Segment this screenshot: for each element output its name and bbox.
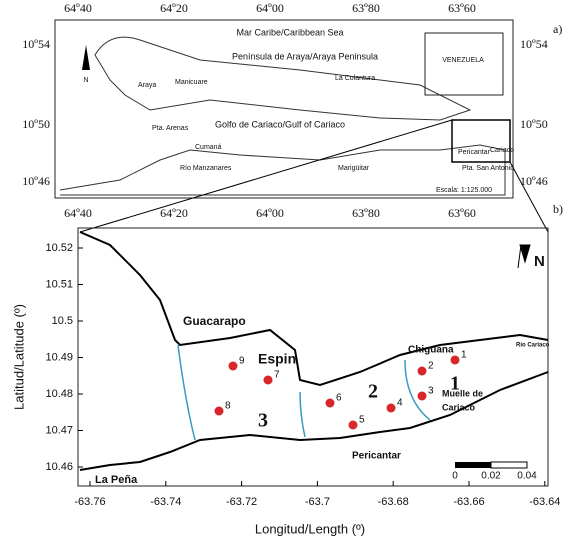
x-tick-label: -63.72 [226,496,257,508]
place-b: Chiguana [408,345,454,356]
station [417,366,427,376]
lat-tick-label: 10º50 [520,117,548,131]
zoom-line [509,161,549,233]
north-arrow [517,244,531,269]
place-a: Pta. Arenas [152,125,189,132]
zone-label: 3 [258,410,268,432]
station [214,406,224,416]
panel-label: a) [553,22,562,36]
top-tick-label: 63º60 [448,1,476,15]
place-a: Marigüitar [338,165,370,172]
station [386,403,396,413]
x-tick-label: -63.68 [378,496,409,508]
place-a: Cariaco [490,147,514,154]
bottom-tick-label: 64º40 [64,206,92,220]
station-label: 3 [428,386,434,397]
station-label: 6 [336,393,342,404]
top-tick-label: 64º40 [64,1,92,15]
scale-label: 0 [452,471,458,482]
station-label: 9 [239,356,245,367]
place-b: La Peña [95,474,138,486]
north-arrow [82,45,90,70]
place-b: Guacarapo [183,314,246,328]
zone-label: 2 [368,381,378,403]
zoom-line [79,119,453,233]
station-label: 1 [461,350,467,361]
bottom-tick-label: 63º60 [448,206,476,220]
place-b: Pericantar [352,451,401,462]
y-tick-label: 10.49 [45,351,73,363]
y-tick-label: 10.46 [45,461,73,473]
zone-label: 1 [450,373,460,395]
map-b-frame [77,227,549,487]
north-coast [79,231,549,387]
station-label: 2 [428,361,434,372]
inset [424,32,504,96]
peninsula-coast [94,36,472,121]
zoom-box [451,119,511,163]
scale-label: 0.04 [517,471,537,482]
station-label: 7 [274,370,280,381]
place-b: Cariaco [442,402,476,412]
y-tick-label: 10.47 [45,424,73,436]
panel-label: b) [553,202,563,216]
place-a: Manicuare [175,79,208,86]
station [417,391,427,401]
north: N [83,77,88,84]
lat-tick-label: 10º46 [520,174,548,188]
station [263,375,273,385]
y-tick-label: 10.51 [45,278,73,290]
x-tick-label: -63.74 [150,496,181,508]
gulf: Golfo de Cariaco/Gulf of Cariaco [215,119,345,129]
sea: Mar Caribe/Caribbean Sea [236,27,343,37]
x-tick-label: -63.66 [453,496,484,508]
lat-tick-label: 10º50 [22,117,50,131]
place-b: Muelle de [442,388,483,398]
bottom-tick-label: 64º20 [160,206,188,220]
zone-boundary [177,344,431,441]
y-tick-label: 10.52 [45,242,73,254]
x-tick-label: -63.76 [74,496,105,508]
bottom-tick-label: 63º80 [352,206,380,220]
place-a: Pericantar [458,149,491,156]
place-a: Pta. San Antonio [462,165,514,172]
lat-tick-label: 10º54 [520,37,548,51]
station [348,420,358,430]
lat-tick-label: 10º46 [22,174,50,188]
scale-bar [490,461,528,469]
scale-label: 0.02 [481,471,501,482]
top-tick-label: 64º00 [256,1,284,15]
north: N [534,253,545,270]
station-label: 5 [359,415,365,426]
station [228,361,238,371]
station-label: 4 [397,398,403,409]
map-a-frame [54,19,514,199]
y-title: Latitud/Latitude (º) [11,304,26,410]
place-a: La Colantura [335,75,375,82]
top-tick-label: 64º20 [160,1,188,15]
scale-bar [455,462,491,468]
bottom-tick-label: 64º00 [256,206,284,220]
y-tick-label: 10.5 [52,315,73,327]
place-b: Río Cariaco [516,343,550,349]
x-tick-label: -63.7 [305,496,330,508]
peninsula: Península de Araya/Araya Peninsula [232,51,378,61]
place-b: Espin [258,351,296,367]
x-title: Longitud/Length (º) [255,521,365,536]
y-tick-label: 10.48 [45,388,73,400]
station-label: 8 [225,401,231,412]
station [325,398,335,408]
south-coast [79,371,549,471]
lat-tick-label: 10º54 [22,37,50,51]
place-a: Río Manzanares [180,165,232,172]
x-tick-label: -63.64 [529,496,560,508]
top-tick-label: 63º80 [352,1,380,15]
south-coast [59,144,506,196]
place-a: Araya [138,82,156,89]
inset-label: VENEZUELA [442,57,484,64]
place-a: Cumaná [195,144,222,151]
station [450,355,460,365]
scale: Escala: 1:125.000 [436,187,492,194]
